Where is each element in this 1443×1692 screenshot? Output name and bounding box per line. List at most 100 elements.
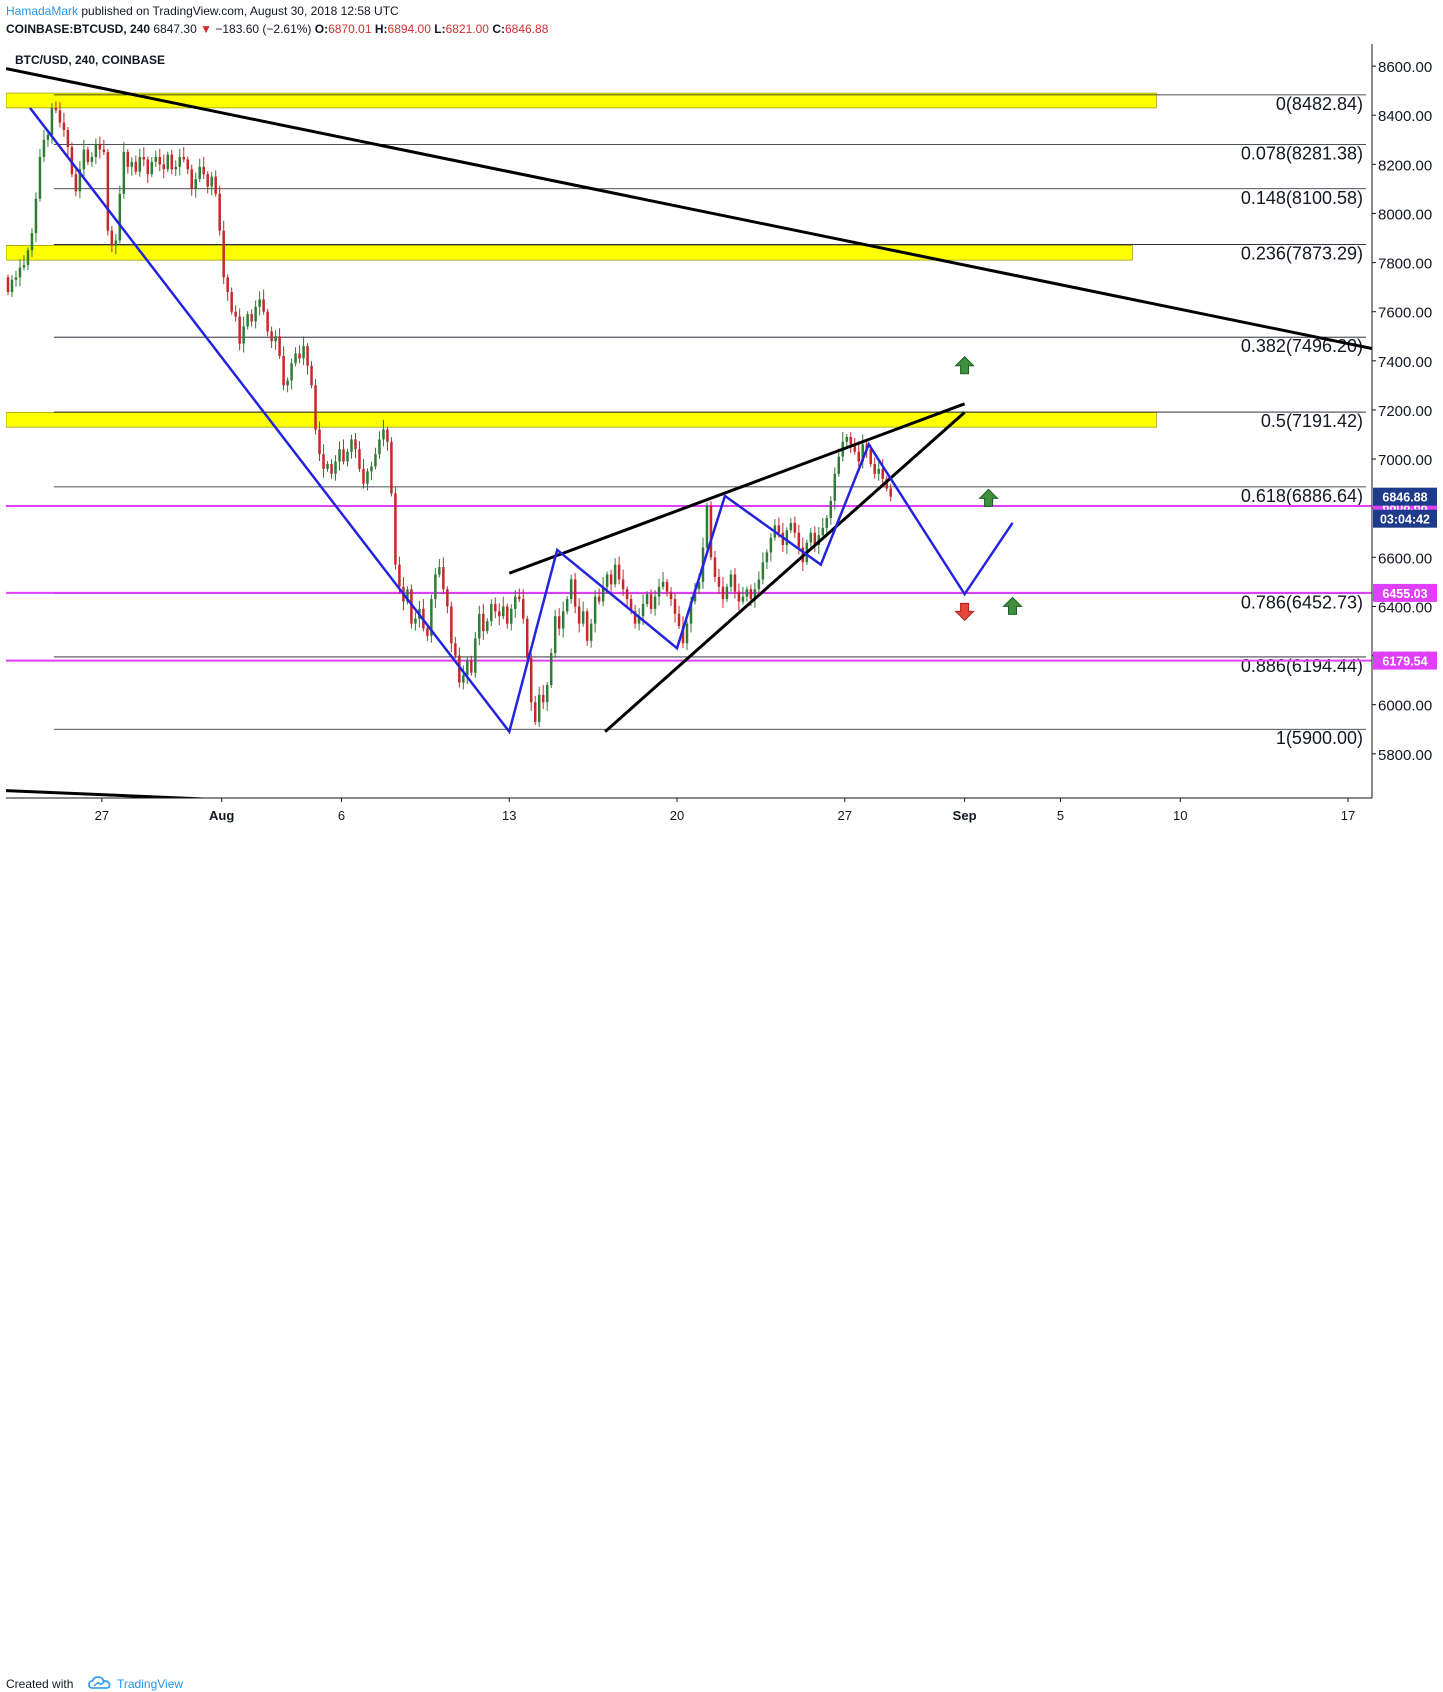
- candle-body: [462, 675, 465, 683]
- close-label: C:: [492, 22, 505, 36]
- time-axis[interactable]: 27 Aug 6 13 20 27 Sep 5 10 17: [6, 797, 1372, 823]
- candle-body: [478, 613, 481, 639]
- symbol-info: COINBASE:BTCUSD, 240 6847.30 ▼ −183.60 (…: [6, 22, 548, 36]
- candle-body: [338, 449, 341, 462]
- up-arrow-icon: [954, 356, 975, 375]
- candle-body: [174, 166, 178, 170]
- candle-body: [529, 658, 533, 703]
- candle-body: [434, 574, 437, 600]
- price-tick-label: 8400.00: [1378, 108, 1432, 125]
- candle-body: [142, 156, 146, 160]
- pattern-path: [28, 107, 1014, 735]
- candle-body: [382, 429, 385, 440]
- candle-body: [649, 594, 653, 609]
- candle-body: [218, 193, 221, 231]
- candle-body: [765, 552, 769, 563]
- candle-body: [294, 353, 297, 364]
- last-price-tag: 6846.88: [1382, 491, 1427, 505]
- candle-body: [130, 161, 134, 167]
- candle-body: [10, 279, 14, 293]
- publish-info: HamadaMark published on TradingView.com,…: [6, 4, 399, 18]
- candle-body: [769, 537, 773, 553]
- candle-body: [705, 505, 709, 548]
- tradingview-link[interactable]: TradingView: [117, 1677, 184, 1691]
- candle-body: [6, 277, 10, 293]
- candle-body: [585, 611, 589, 641]
- candle-body: [274, 336, 277, 342]
- high-label: H:: [374, 22, 388, 36]
- trend-line: [604, 411, 966, 733]
- support-price-tag-background: [1373, 651, 1437, 670]
- candle-body: [410, 589, 413, 624]
- candle-body: [633, 611, 637, 624]
- last-price-value: 6847.30: [153, 22, 197, 36]
- low-label: L:: [434, 22, 446, 36]
- candle-body: [110, 230, 114, 246]
- fib-level-label: 0.5(7191.42): [1261, 411, 1363, 431]
- price-tick-label: 7400.00: [1378, 354, 1432, 371]
- candle-body: [78, 169, 82, 192]
- candle-body: [374, 454, 377, 467]
- change-down-icon: ▼: [200, 22, 212, 36]
- candle-body: [394, 493, 397, 565]
- candle-body: [114, 240, 118, 246]
- candle-body: [829, 500, 833, 519]
- price-chart[interactable]: 0(8482.84) 0.078(8281.38) 0.148(8100.58) 0.…: [6, 44, 1438, 828]
- candle-body: [242, 326, 245, 344]
- last-price-tag-background: [1373, 487, 1437, 506]
- candle-body: [717, 576, 721, 587]
- candle-body: [721, 586, 725, 600]
- candle-body: [254, 306, 257, 322]
- candle-body: [322, 454, 325, 469]
- candle-body: [198, 166, 201, 180]
- candle-body: [573, 579, 577, 607]
- candle-body: [873, 463, 876, 474]
- price-tick-label: 8000.00: [1378, 206, 1432, 223]
- candle-body: [34, 198, 38, 234]
- candle-body: [677, 613, 681, 627]
- candle-body: [761, 562, 765, 580]
- candle-body: [502, 606, 505, 617]
- candle-body: [194, 179, 197, 189]
- candle-body: [629, 599, 633, 612]
- time-tick-label: Sep: [953, 808, 977, 823]
- candle-body: [362, 468, 365, 484]
- candle-body: [821, 527, 825, 536]
- candle-body: [54, 107, 58, 111]
- candle-body: [565, 599, 569, 612]
- price-tick-label: 7000.00: [1378, 452, 1432, 469]
- candle-body: [605, 574, 609, 587]
- chart-frame[interactable]: 0(8482.84) 0.078(8281.38) 0.148(8100.58) 0.…: [6, 44, 1438, 828]
- candle-body: [150, 161, 154, 175]
- price-axis[interactable]: 5800.006000.006200.006400.006600.006800.…: [1371, 44, 1438, 828]
- candle-body: [733, 574, 737, 592]
- candle-body: [386, 429, 389, 442]
- time-tick-label: 27: [838, 808, 852, 823]
- candle-body: [466, 660, 469, 676]
- candle-body: [234, 311, 237, 317]
- candle-body: [869, 449, 872, 464]
- candle-body: [521, 599, 525, 619]
- resistance-zone: [6, 412, 1157, 428]
- candle-body: [38, 156, 42, 199]
- pattern-polyline: [28, 107, 1014, 735]
- candle-body: [122, 152, 126, 194]
- time-tick-label: 20: [670, 808, 684, 823]
- candle-body: [498, 611, 501, 617]
- fib-level-label: 0.786(6452.73): [1241, 592, 1363, 612]
- author-link[interactable]: HamadaMark: [6, 4, 79, 18]
- candle-body: [793, 522, 797, 533]
- fib-level-label: 0.236(7873.29): [1241, 244, 1363, 264]
- candle-body: [26, 250, 30, 266]
- candle-body: [549, 653, 553, 686]
- candle-body: [438, 567, 441, 575]
- candle-body: [370, 466, 373, 472]
- time-tick-label: 27: [95, 808, 109, 823]
- candle-body: [398, 564, 401, 587]
- candle-body: [490, 603, 493, 622]
- candle-body: [609, 574, 613, 585]
- candle-body: [342, 449, 345, 462]
- open-label: O:: [314, 22, 329, 36]
- candle-body: [601, 586, 605, 602]
